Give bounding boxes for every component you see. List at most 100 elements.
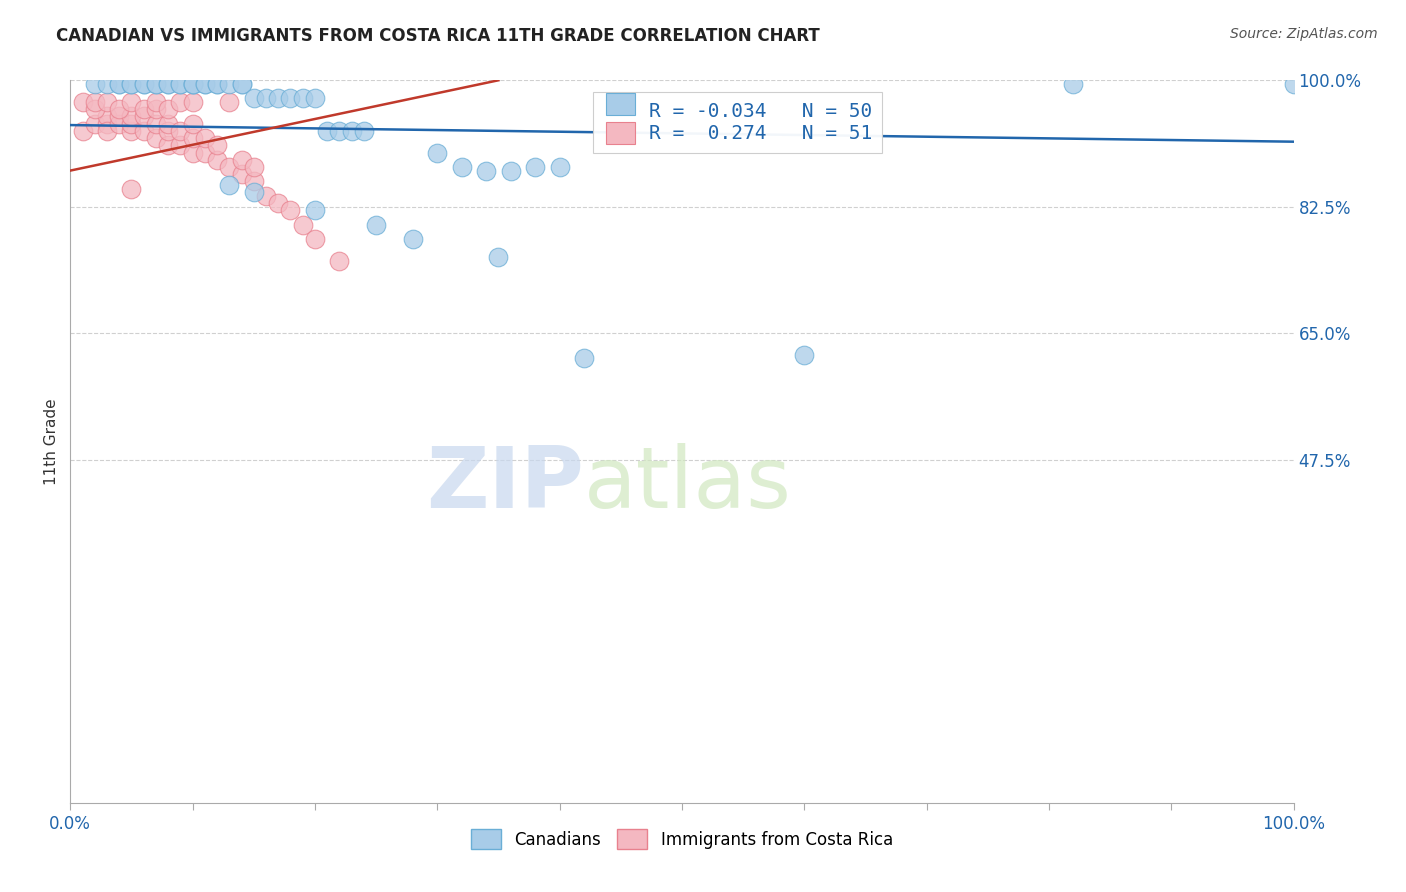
Point <box>366 218 388 232</box>
Point <box>243 160 266 174</box>
Point <box>83 77 105 91</box>
Point <box>205 138 228 153</box>
Point <box>132 110 155 124</box>
Point <box>157 102 180 116</box>
Text: ZIP: ZIP <box>426 443 583 526</box>
Point <box>218 178 240 192</box>
Point <box>181 77 204 91</box>
Point <box>304 91 326 105</box>
Point <box>524 160 547 174</box>
Point <box>169 95 191 109</box>
Point <box>181 131 204 145</box>
Point <box>231 153 253 167</box>
Point <box>181 77 204 91</box>
Point <box>475 163 498 178</box>
Point <box>181 95 204 109</box>
Point <box>267 91 290 105</box>
Point <box>499 163 522 178</box>
Point <box>218 95 240 109</box>
Point <box>169 77 191 91</box>
Point <box>145 131 167 145</box>
Point <box>218 160 240 174</box>
Point <box>243 186 266 200</box>
Point <box>243 174 266 188</box>
Point <box>328 253 350 268</box>
Point <box>548 160 571 174</box>
Point <box>1282 77 1305 91</box>
Point <box>108 117 131 131</box>
Point <box>169 77 191 91</box>
Point <box>169 138 191 153</box>
Point <box>96 117 118 131</box>
Point <box>72 95 94 109</box>
Point <box>231 77 253 91</box>
Point <box>426 145 449 160</box>
Point <box>96 124 118 138</box>
Point <box>83 117 105 131</box>
Point <box>181 145 204 160</box>
Point <box>340 124 363 138</box>
Point <box>157 117 180 131</box>
Text: CANADIAN VS IMMIGRANTS FROM COSTA RICA 11TH GRADE CORRELATION CHART: CANADIAN VS IMMIGRANTS FROM COSTA RICA 1… <box>56 27 820 45</box>
Point <box>108 110 131 124</box>
Point <box>132 124 155 138</box>
Text: atlas: atlas <box>583 443 792 526</box>
Point <box>145 77 167 91</box>
Point <box>132 77 155 91</box>
Point <box>402 232 425 246</box>
Point <box>205 77 228 91</box>
Point <box>145 117 167 131</box>
Point <box>353 124 375 138</box>
Point <box>793 348 815 362</box>
Point <box>450 160 472 174</box>
FancyBboxPatch shape <box>606 94 636 115</box>
Point <box>280 203 302 218</box>
Point <box>1062 77 1084 91</box>
Point <box>304 203 326 218</box>
Point <box>169 124 191 138</box>
Point <box>145 102 167 116</box>
Point <box>488 250 510 264</box>
Point <box>157 77 180 91</box>
Point <box>157 124 180 138</box>
Point <box>243 91 266 105</box>
Point <box>328 124 350 138</box>
Point <box>194 131 217 145</box>
Point <box>108 102 131 116</box>
Point <box>96 95 118 109</box>
Point <box>83 95 105 109</box>
Point <box>157 77 180 91</box>
Point <box>145 77 167 91</box>
Point <box>231 77 253 91</box>
Point <box>181 77 204 91</box>
Point <box>121 77 143 91</box>
Point <box>194 145 217 160</box>
Point <box>72 124 94 138</box>
Point <box>291 218 314 232</box>
Point <box>108 77 131 91</box>
Point <box>194 77 217 91</box>
Point <box>121 95 143 109</box>
FancyBboxPatch shape <box>606 122 636 144</box>
Point <box>108 77 131 91</box>
Point <box>121 124 143 138</box>
Point <box>181 117 204 131</box>
Point <box>304 232 326 246</box>
Point <box>267 196 290 211</box>
Point <box>121 182 143 196</box>
Point <box>205 77 228 91</box>
Point <box>121 117 143 131</box>
Legend: Canadians, Immigrants from Costa Rica: Canadians, Immigrants from Costa Rica <box>464 822 900 856</box>
Point <box>121 77 143 91</box>
Text: Source: ZipAtlas.com: Source: ZipAtlas.com <box>1230 27 1378 41</box>
Point <box>254 189 277 203</box>
Text: R = -0.034   N = 50
    R =  0.274   N = 51: R = -0.034 N = 50 R = 0.274 N = 51 <box>602 102 873 143</box>
Y-axis label: 11th Grade: 11th Grade <box>44 398 59 485</box>
Point <box>205 153 228 167</box>
Point <box>254 91 277 105</box>
Point <box>132 102 155 116</box>
Point <box>231 167 253 181</box>
Point <box>194 77 217 91</box>
Point <box>83 102 105 116</box>
Point <box>218 77 240 91</box>
